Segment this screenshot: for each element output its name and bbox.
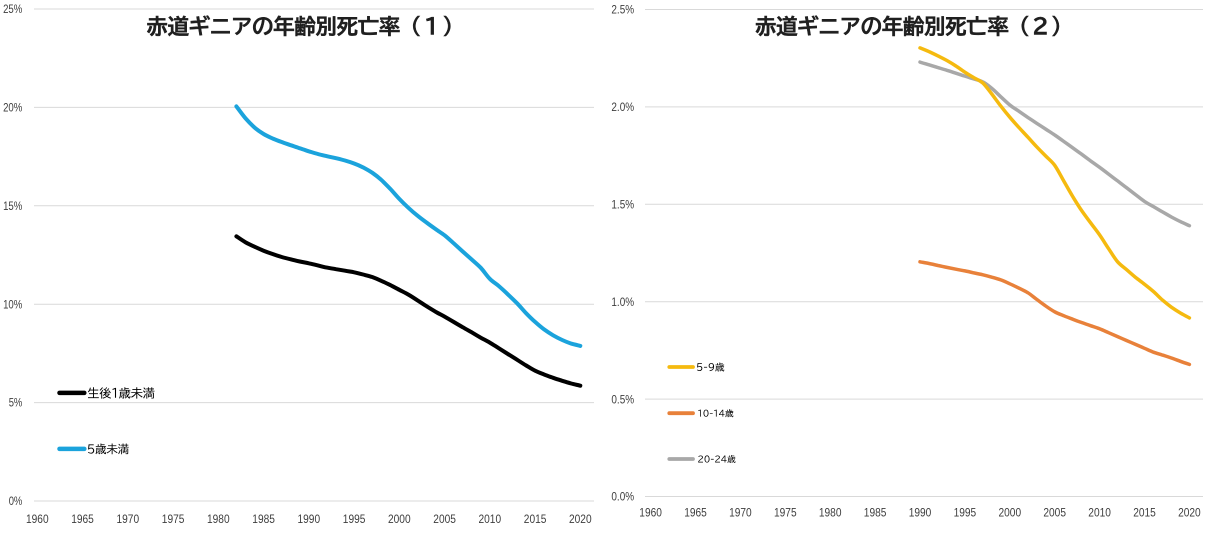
svg-text:1.5%: 1.5% — [611, 200, 634, 212]
svg-text:20%: 20% — [3, 103, 22, 115]
svg-text:1965: 1965 — [684, 507, 707, 519]
svg-text:1980: 1980 — [819, 507, 842, 519]
svg-text:1990: 1990 — [298, 514, 321, 526]
svg-text:10%: 10% — [3, 299, 22, 311]
svg-text:2010: 2010 — [1088, 507, 1111, 519]
svg-text:2.5%: 2.5% — [611, 5, 634, 17]
svg-text:1970: 1970 — [729, 507, 752, 519]
svg-text:2010: 2010 — [479, 514, 502, 526]
svg-text:2000: 2000 — [388, 514, 411, 526]
svg-text:2.0%: 2.0% — [611, 102, 634, 114]
svg-text:2020: 2020 — [1178, 507, 1201, 519]
svg-text:1970: 1970 — [117, 514, 140, 526]
svg-text:25%: 25% — [3, 4, 22, 16]
svg-text:1975: 1975 — [162, 514, 185, 526]
svg-text:1965: 1965 — [71, 514, 94, 526]
svg-text:2005: 2005 — [1043, 507, 1066, 519]
svg-text:1985: 1985 — [252, 514, 275, 526]
svg-text:1985: 1985 — [864, 507, 887, 519]
svg-text:0.0%: 0.0% — [611, 492, 634, 504]
svg-text:0.5%: 0.5% — [611, 394, 634, 406]
svg-text:2000: 2000 — [999, 507, 1022, 519]
svg-text:15%: 15% — [3, 201, 22, 213]
svg-text:5%: 5% — [9, 398, 23, 410]
svg-text:1975: 1975 — [774, 507, 797, 519]
svg-text:1995: 1995 — [954, 507, 977, 519]
svg-text:1990: 1990 — [909, 507, 932, 519]
svg-text:1960: 1960 — [639, 507, 662, 519]
svg-text:1960: 1960 — [26, 514, 49, 526]
svg-text:1980: 1980 — [207, 514, 230, 526]
svg-text:0%: 0% — [9, 496, 23, 508]
svg-text:1.0%: 1.0% — [611, 297, 634, 309]
svg-text:2015: 2015 — [1133, 507, 1156, 519]
svg-text:2005: 2005 — [433, 514, 456, 526]
svg-text:1995: 1995 — [343, 514, 366, 526]
svg-text:2015: 2015 — [524, 514, 547, 526]
svg-text:2020: 2020 — [569, 514, 592, 526]
